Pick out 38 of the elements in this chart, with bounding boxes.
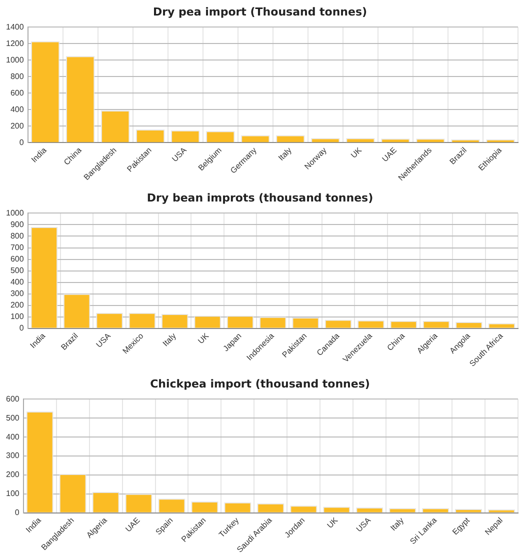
y-tick-label: 1400 [6, 22, 24, 32]
y-tick-label: 200 [6, 470, 20, 480]
x-tick-label: Italy [388, 516, 406, 533]
y-tick-label: 1000 [6, 208, 24, 218]
y-tick-label: 800 [10, 231, 24, 240]
x-tick-label: UK [325, 515, 340, 530]
y-tick-label: 300 [10, 289, 24, 298]
y-tick-label: 700 [10, 242, 24, 252]
x-tick-label: UK [349, 145, 364, 160]
x-tick-label: UK [196, 330, 211, 346]
chart-title: Chickpea import (thousand tonnes) [150, 377, 370, 390]
chart-title: Dry bean improts (thousand tonnes) [146, 191, 374, 204]
y-tick-label: 0 [19, 138, 24, 147]
y-tick-label: 400 [10, 278, 24, 287]
y-tick-label: 100 [6, 489, 20, 498]
y-tick-label: 600 [10, 88, 24, 98]
y-tick-label: 400 [10, 104, 24, 114]
y-tick-label: 900 [10, 220, 24, 229]
x-tick-label: USA [94, 330, 113, 350]
y-tick-label: 0 [14, 508, 20, 518]
y-tick-label: 600 [6, 394, 20, 404]
y-tick-label: 0 [19, 324, 24, 333]
x-tick-label: USA [354, 515, 374, 534]
y-tick-label: 1000 [6, 55, 24, 64]
y-tick-label: 400 [6, 432, 20, 442]
y-tick-label: 200 [10, 300, 24, 310]
y-tick-label: 500 [6, 413, 20, 422]
y-tick-label: 800 [10, 72, 24, 81]
y-tick-label: 500 [10, 266, 24, 275]
x-tick-label: Italy [276, 146, 294, 162]
y-tick-label: 100 [10, 312, 24, 322]
y-tick-label: 600 [10, 254, 24, 264]
chart-title: Dry pea import (Thousand tonnes) [152, 5, 368, 18]
y-tick-label: 1200 [6, 38, 24, 48]
y-tick-label: 300 [6, 451, 20, 460]
y-tick-label: 200 [10, 121, 24, 130]
x-tick-label: Italy [161, 331, 178, 348]
x-tick-label: USA [170, 145, 189, 164]
